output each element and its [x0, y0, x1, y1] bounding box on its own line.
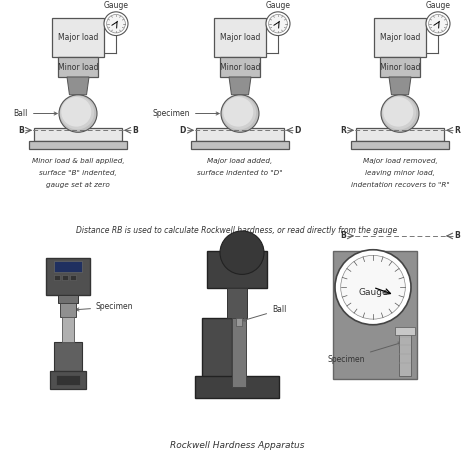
Text: Minor load: Minor load: [58, 62, 98, 72]
Circle shape: [428, 14, 447, 33]
Circle shape: [335, 250, 411, 325]
FancyBboxPatch shape: [232, 318, 246, 387]
Text: surface "B" indented,: surface "B" indented,: [39, 170, 117, 176]
FancyBboxPatch shape: [58, 295, 78, 303]
Text: Gauge: Gauge: [426, 1, 450, 10]
FancyBboxPatch shape: [54, 275, 60, 280]
Text: Major load removed,: Major load removed,: [363, 158, 438, 164]
Circle shape: [383, 97, 413, 127]
FancyBboxPatch shape: [333, 251, 417, 379]
Polygon shape: [229, 77, 251, 95]
FancyBboxPatch shape: [399, 332, 411, 376]
Circle shape: [381, 95, 419, 132]
FancyBboxPatch shape: [214, 18, 266, 57]
Text: Gauge: Gauge: [103, 1, 128, 10]
Text: Ball: Ball: [14, 109, 57, 118]
Text: D: D: [294, 126, 301, 135]
FancyBboxPatch shape: [54, 261, 82, 273]
FancyBboxPatch shape: [29, 141, 127, 149]
FancyBboxPatch shape: [351, 141, 449, 149]
FancyBboxPatch shape: [70, 275, 76, 280]
FancyBboxPatch shape: [395, 327, 415, 335]
FancyBboxPatch shape: [56, 375, 80, 385]
Circle shape: [59, 95, 97, 132]
Text: Minor load: Minor load: [380, 62, 420, 72]
FancyBboxPatch shape: [50, 371, 86, 389]
Text: Major load: Major load: [380, 33, 420, 42]
FancyBboxPatch shape: [227, 288, 247, 318]
Text: R: R: [454, 126, 460, 135]
FancyBboxPatch shape: [54, 341, 82, 371]
Text: D: D: [180, 126, 186, 135]
FancyBboxPatch shape: [236, 318, 242, 326]
Text: surface indented to "D": surface indented to "D": [197, 170, 283, 176]
Circle shape: [426, 12, 450, 35]
FancyBboxPatch shape: [62, 317, 74, 341]
FancyBboxPatch shape: [191, 141, 289, 149]
Text: gauge set at zero: gauge set at zero: [46, 182, 110, 188]
FancyBboxPatch shape: [60, 303, 76, 317]
Circle shape: [61, 97, 91, 127]
Text: R: R: [340, 126, 346, 135]
Text: Gauge: Gauge: [358, 288, 388, 297]
Polygon shape: [67, 77, 89, 95]
FancyBboxPatch shape: [202, 318, 232, 382]
Circle shape: [222, 96, 256, 129]
Circle shape: [223, 97, 253, 127]
Text: B: B: [132, 126, 138, 135]
FancyBboxPatch shape: [52, 18, 104, 57]
Circle shape: [221, 95, 259, 132]
Text: Specimen: Specimen: [328, 342, 401, 364]
Circle shape: [341, 255, 405, 319]
Text: Specimen: Specimen: [153, 109, 219, 118]
Text: leaving minor load,: leaving minor load,: [365, 170, 435, 176]
Text: Ball: Ball: [243, 305, 286, 321]
Text: Specimen: Specimen: [76, 302, 134, 312]
Text: Distance RB is used to calculate Rockwell hardness, or read directly from the ga: Distance RB is used to calculate Rockwel…: [76, 226, 398, 235]
Circle shape: [220, 231, 264, 274]
Text: Rockwell Hardness Apparatus: Rockwell Hardness Apparatus: [170, 441, 304, 450]
FancyBboxPatch shape: [356, 129, 444, 141]
Circle shape: [104, 12, 128, 35]
Text: Major load added,: Major load added,: [207, 158, 273, 164]
Text: Major load: Major load: [58, 33, 98, 42]
Text: B: B: [454, 231, 460, 241]
FancyBboxPatch shape: [62, 275, 68, 280]
FancyBboxPatch shape: [380, 57, 420, 77]
FancyBboxPatch shape: [207, 251, 267, 288]
FancyBboxPatch shape: [196, 129, 284, 141]
Text: indentation recovers to "R": indentation recovers to "R": [351, 182, 449, 188]
FancyBboxPatch shape: [220, 57, 260, 77]
Text: Minor load & ball applied,: Minor load & ball applied,: [32, 158, 124, 164]
Circle shape: [266, 12, 290, 35]
Text: B: B: [340, 231, 346, 241]
FancyBboxPatch shape: [195, 376, 279, 398]
Circle shape: [269, 14, 287, 33]
FancyBboxPatch shape: [34, 129, 122, 141]
Text: Minor load: Minor load: [220, 62, 260, 72]
FancyBboxPatch shape: [58, 57, 98, 77]
Circle shape: [382, 96, 416, 129]
Text: B: B: [18, 126, 24, 135]
Polygon shape: [389, 77, 411, 95]
Circle shape: [60, 96, 94, 129]
FancyBboxPatch shape: [46, 257, 90, 295]
Text: Gauge: Gauge: [265, 1, 291, 10]
FancyBboxPatch shape: [374, 18, 426, 57]
Text: Major load: Major load: [220, 33, 260, 42]
Circle shape: [107, 14, 125, 33]
